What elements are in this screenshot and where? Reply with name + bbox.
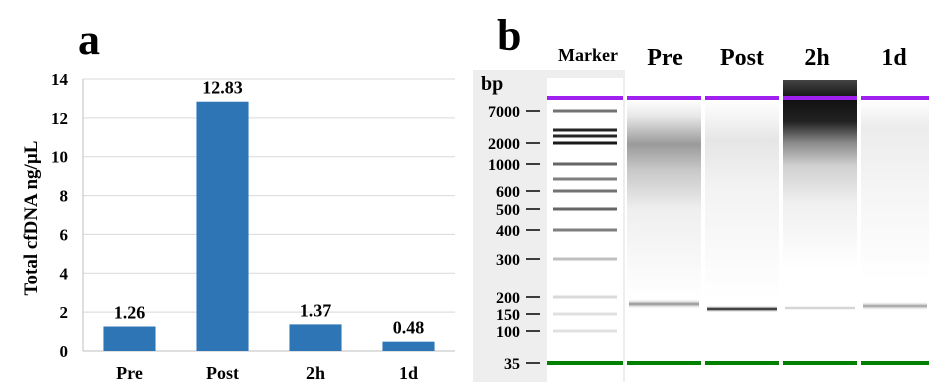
upper-marker-band [547, 96, 623, 100]
lane-smear [861, 100, 929, 280]
sample-band [629, 299, 699, 309]
ladder-band [553, 177, 617, 181]
bp-tick-label: 500 [496, 202, 520, 219]
bp-tick-label: 35 [504, 356, 520, 373]
data-label: 1.37 [300, 300, 332, 320]
bp-tick-label: 400 [496, 223, 520, 240]
lower-marker-band [783, 361, 857, 365]
y-tick-label: 14 [51, 70, 69, 89]
value-labels: 1.26 12.83 1.37 0.48 [114, 78, 425, 338]
bars [103, 101, 435, 351]
lane-label: 1d [881, 45, 907, 71]
ladder-band [553, 257, 617, 261]
y-tick-label: 10 [51, 148, 68, 167]
y-tick-label: 8 [60, 187, 69, 206]
bar-chart-panel: 0 2 4 6 8 10 12 14 Pre Post 2h 1d 1.26 12.83 1.37 0.4… [21, 70, 455, 383]
x-tick-label: 2h [306, 363, 325, 383]
x-tick-label: Post [206, 363, 239, 383]
bp-tick-label: 2000 [488, 136, 520, 153]
x-tick-label: Pre [116, 363, 143, 383]
lane-smear [705, 100, 779, 300]
ladder-band [553, 207, 617, 211]
sample-band [863, 301, 927, 311]
lane-label: Marker [558, 45, 618, 65]
ladder-band [553, 312, 617, 316]
bp-unit-label: bp [481, 73, 503, 95]
bp-tick-label: 100 [496, 324, 520, 341]
ladder-band [553, 141, 617, 145]
ladder-band [553, 134, 617, 138]
ladder-band [553, 162, 617, 166]
y-axis-label: Total cfDNA ng/µL [21, 141, 42, 296]
gel-lane-labels: Marker Pre Post 2h 1d [558, 45, 907, 71]
lower-marker-band [627, 361, 701, 365]
bp-tick-label: 600 [496, 184, 520, 201]
lower-marker-band [547, 361, 623, 365]
bp-tick-label: 200 [496, 290, 520, 307]
bar [289, 324, 342, 351]
bar [382, 341, 435, 351]
y-tick-label: 2 [60, 303, 69, 322]
data-label: 12.83 [202, 78, 243, 98]
bp-tick-label: 300 [496, 252, 520, 269]
lower-marker-band [861, 361, 929, 365]
panel-a-letter: a [78, 15, 100, 64]
bar [196, 101, 249, 351]
data-label: 1.26 [114, 303, 146, 323]
upper-marker-band [705, 96, 779, 100]
gridlines [83, 78, 455, 313]
y-tick-label: 12 [51, 109, 68, 128]
lane-label: Pre [647, 45, 683, 71]
x-tick-label: 1d [399, 363, 418, 383]
data-label: 0.48 [393, 318, 425, 338]
ladder-band [553, 228, 617, 232]
lane-label: Post [720, 45, 764, 71]
lane-label: 2h [804, 45, 829, 71]
y-tick-label: 6 [60, 225, 69, 244]
sample-band [707, 305, 777, 313]
bp-tick-label: 1000 [488, 157, 520, 174]
bp-tick-label: 150 [496, 307, 520, 324]
ladder-band [553, 295, 617, 299]
y-tick-label: 0 [60, 342, 69, 361]
x-tick-labels: Pre Post 2h 1d [116, 363, 418, 383]
panel-b-letter: b [497, 11, 522, 60]
lane-smear [627, 100, 701, 300]
lane-smear [783, 80, 857, 270]
y-tick-label: 4 [60, 264, 69, 283]
y-tick-labels: 0 2 4 6 8 10 12 14 [51, 70, 69, 361]
ladder-band [553, 329, 617, 333]
sample-band [785, 305, 855, 311]
gel-lanes [547, 78, 929, 382]
upper-marker-band [783, 96, 857, 100]
upper-marker-band [861, 96, 929, 100]
ladder-band [553, 128, 617, 132]
ladder-band [553, 109, 617, 113]
lower-marker-band [705, 361, 779, 365]
upper-marker-band [627, 96, 701, 100]
bar [103, 326, 156, 351]
bp-tick-label: 7000 [488, 104, 520, 121]
ladder-band [553, 189, 617, 193]
